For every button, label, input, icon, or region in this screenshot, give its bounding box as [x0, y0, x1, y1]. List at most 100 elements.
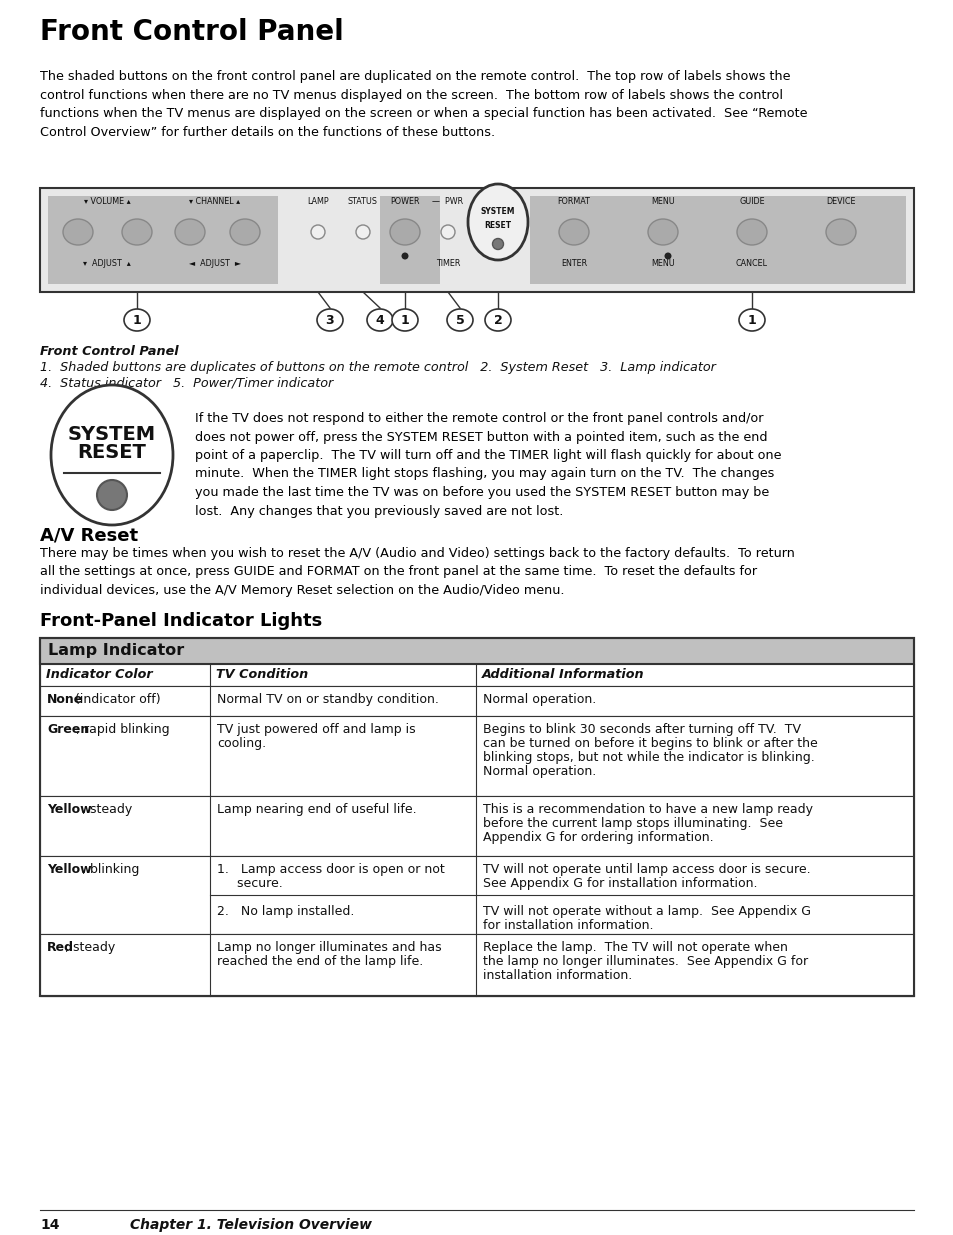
Text: 4: 4 — [375, 314, 384, 326]
Text: TV will not operate until lamp access door is secure.: TV will not operate until lamp access do… — [482, 863, 810, 876]
Text: MENU: MENU — [651, 258, 674, 268]
Circle shape — [401, 252, 408, 259]
Text: If the TV does not respond to either the remote control or the front panel contr: If the TV does not respond to either the… — [194, 412, 781, 517]
Text: Lamp Indicator: Lamp Indicator — [48, 643, 184, 658]
Text: Green: Green — [47, 722, 90, 736]
Text: , steady: , steady — [65, 941, 114, 953]
Ellipse shape — [390, 219, 419, 245]
Text: TV Condition: TV Condition — [215, 668, 308, 682]
Text: 1.  Shaded buttons are duplicates of buttons on the remote control   2.  System : 1. Shaded buttons are duplicates of butt… — [40, 361, 715, 374]
Text: Indicator Color: Indicator Color — [46, 668, 152, 682]
Ellipse shape — [122, 219, 152, 245]
Text: , steady: , steady — [82, 803, 132, 816]
Ellipse shape — [737, 219, 766, 245]
Text: Normal TV on or standby condition.: Normal TV on or standby condition. — [216, 693, 438, 706]
Text: SYSTEM: SYSTEM — [480, 207, 515, 216]
Text: Yellow: Yellow — [47, 803, 91, 816]
Text: 1: 1 — [747, 314, 756, 326]
Ellipse shape — [468, 184, 527, 261]
Text: ENTER: ENTER — [560, 258, 586, 268]
Text: Normal operation.: Normal operation. — [482, 693, 596, 706]
Text: Lamp nearing end of useful life.: Lamp nearing end of useful life. — [216, 803, 416, 816]
Text: None: None — [47, 693, 83, 706]
Text: 3: 3 — [325, 314, 334, 326]
Ellipse shape — [447, 309, 473, 331]
Text: ◄  ADJUST  ►: ◄ ADJUST ► — [189, 258, 241, 268]
Text: Lamp no longer illuminates and has: Lamp no longer illuminates and has — [216, 941, 441, 953]
Text: secure.: secure. — [216, 877, 282, 890]
Text: can be turned on before it begins to blink or after the: can be turned on before it begins to bli… — [482, 737, 817, 750]
Text: 4.  Status indicator   5.  Power/Timer indicator: 4. Status indicator 5. Power/Timer indic… — [40, 377, 333, 390]
Text: CANCEL: CANCEL — [735, 258, 767, 268]
Text: Normal operation.: Normal operation. — [482, 764, 596, 778]
Text: —  PWR: — PWR — [432, 198, 463, 206]
Bar — [48, 196, 277, 284]
Ellipse shape — [367, 309, 393, 331]
Text: ▾ CHANNEL ▴: ▾ CHANNEL ▴ — [190, 198, 240, 206]
Text: TV just powered off and lamp is: TV just powered off and lamp is — [216, 722, 416, 736]
Text: RESET: RESET — [484, 221, 511, 230]
Bar — [40, 638, 913, 664]
Bar — [379, 196, 439, 284]
Text: 1: 1 — [400, 314, 409, 326]
Ellipse shape — [647, 219, 678, 245]
Bar — [40, 638, 913, 995]
Ellipse shape — [316, 309, 343, 331]
Text: Additional Information: Additional Information — [481, 668, 644, 682]
Bar — [40, 716, 913, 797]
Text: This is a recommendation to have a new lamp ready: This is a recommendation to have a new l… — [482, 803, 812, 816]
Bar — [40, 188, 913, 291]
Text: , blinking: , blinking — [82, 863, 140, 876]
Bar — [530, 196, 905, 284]
Text: the lamp no longer illuminates.  See Appendix G for: the lamp no longer illuminates. See Appe… — [482, 955, 807, 968]
Text: A/V Reset: A/V Reset — [40, 527, 138, 545]
Ellipse shape — [230, 219, 260, 245]
Bar — [40, 664, 913, 685]
Circle shape — [311, 225, 325, 240]
Bar — [40, 934, 913, 995]
Text: The shaded buttons on the front control panel are duplicated on the remote contr: The shaded buttons on the front control … — [40, 70, 806, 138]
Text: RESET: RESET — [77, 443, 146, 462]
Ellipse shape — [63, 219, 92, 245]
Ellipse shape — [739, 309, 764, 331]
Text: TIMER: TIMER — [436, 258, 459, 268]
Ellipse shape — [174, 219, 205, 245]
Text: FORMAT: FORMAT — [557, 198, 590, 206]
Text: Front Control Panel: Front Control Panel — [40, 345, 178, 358]
Text: 1: 1 — [132, 314, 141, 326]
Text: POWER: POWER — [390, 198, 419, 206]
Text: GUIDE: GUIDE — [739, 198, 764, 206]
Text: ▾ VOLUME ▴: ▾ VOLUME ▴ — [84, 198, 131, 206]
Circle shape — [440, 225, 455, 240]
Ellipse shape — [825, 219, 855, 245]
Ellipse shape — [484, 309, 511, 331]
Text: reached the end of the lamp life.: reached the end of the lamp life. — [216, 955, 423, 968]
Text: Yellow: Yellow — [47, 863, 91, 876]
Text: installation information.: installation information. — [482, 969, 632, 982]
Circle shape — [492, 238, 503, 249]
Text: MENU: MENU — [651, 198, 674, 206]
Text: 14: 14 — [40, 1218, 59, 1233]
Text: blinking stops, but not while the indicator is blinking.: blinking stops, but not while the indica… — [482, 751, 814, 764]
Bar — [40, 685, 913, 716]
Text: , rapid blinking: , rapid blinking — [76, 722, 170, 736]
Text: 1.   Lamp access door is open or not: 1. Lamp access door is open or not — [216, 863, 444, 876]
Bar — [40, 856, 913, 934]
Text: Red: Red — [47, 941, 74, 953]
Text: DEVICE: DEVICE — [825, 198, 855, 206]
Text: cooling.: cooling. — [216, 737, 266, 750]
Text: TV will not operate without a lamp.  See Appendix G: TV will not operate without a lamp. See … — [482, 905, 810, 918]
Text: 2.   No lamp installed.: 2. No lamp installed. — [216, 905, 354, 918]
Text: 2: 2 — [493, 314, 502, 326]
Text: Front Control Panel: Front Control Panel — [40, 19, 343, 46]
Text: STATUS: STATUS — [348, 198, 377, 206]
Circle shape — [664, 252, 671, 259]
Text: Begins to blink 30 seconds after turning off TV.  TV: Begins to blink 30 seconds after turning… — [482, 722, 801, 736]
Ellipse shape — [124, 309, 150, 331]
Text: ▾  ADJUST  ▴: ▾ ADJUST ▴ — [83, 258, 131, 268]
Circle shape — [355, 225, 370, 240]
Text: LAMP: LAMP — [307, 198, 329, 206]
Text: before the current lamp stops illuminating.  See: before the current lamp stops illuminati… — [482, 818, 782, 830]
Text: for installation information.: for installation information. — [482, 919, 653, 932]
Ellipse shape — [558, 219, 588, 245]
